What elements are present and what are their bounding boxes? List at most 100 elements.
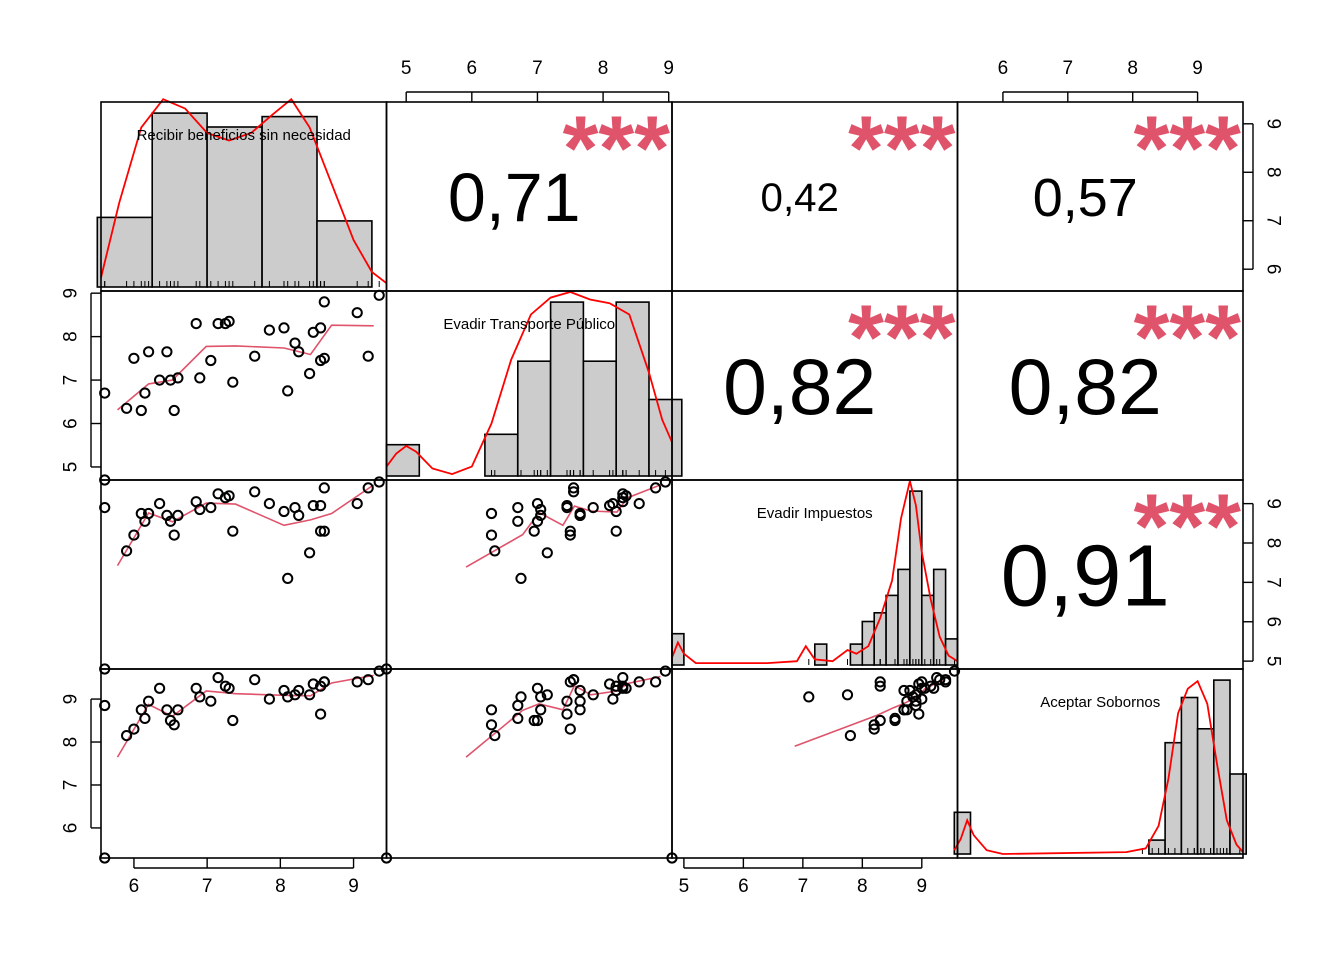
scatter-point — [315, 500, 327, 512]
scatter-point — [948, 665, 961, 677]
scatter-point — [373, 289, 385, 301]
scatter-point — [587, 502, 599, 514]
scatter-point — [528, 714, 540, 727]
scatter-point — [633, 676, 645, 688]
histogram-panel-1: Recibir beneficios sin necesidad — [96, 97, 388, 288]
correlation-panel-1-2: 0,71*** — [448, 98, 670, 236]
variable-label: Evadir Transporte Público — [443, 316, 615, 333]
significance-stars: *** — [848, 287, 956, 389]
y-axis-1-right: 6 7 8 9 — [1243, 119, 1284, 275]
scatter-point — [164, 374, 177, 386]
scatter-point — [568, 486, 580, 498]
smooth-line — [116, 324, 374, 411]
histogram-bar — [1164, 741, 1183, 855]
scatter-point — [803, 691, 815, 703]
scatter-point — [610, 684, 622, 697]
histogram-bar — [909, 490, 923, 666]
histogram-bar — [516, 360, 552, 477]
scatter-panel-4-3 — [666, 665, 961, 864]
y-tick-label: 8 — [1263, 167, 1284, 178]
scatter-point — [351, 498, 363, 510]
x-tick-label: 9 — [917, 876, 928, 897]
scatter-panel-3-2 — [380, 476, 672, 675]
scatter-point — [223, 315, 235, 327]
x-tick-label: 6 — [998, 58, 1009, 79]
correlation-value: 0,71 — [448, 160, 581, 236]
scatter-point — [172, 704, 184, 716]
correlation-value: 0,57 — [1033, 168, 1138, 228]
y-tick-label: 7 — [61, 780, 82, 791]
y-tick-label: 6 — [1263, 264, 1284, 275]
scatter-point — [541, 547, 553, 559]
scatter-point — [512, 515, 524, 527]
scatter-panel-2-1 — [99, 289, 385, 486]
scatter-point — [304, 547, 316, 559]
scatter-point — [604, 500, 616, 512]
histogram-bar — [1180, 696, 1199, 855]
scatter-point — [318, 525, 330, 537]
scatter-point — [293, 509, 305, 522]
scatter-point — [531, 498, 544, 510]
scatter-point — [99, 387, 111, 399]
scatter-point — [485, 529, 498, 541]
histogram-bar — [873, 611, 887, 666]
correlation-value: 0,82 — [1009, 343, 1162, 431]
y-tick-label: 9 — [1263, 498, 1284, 509]
scatter-point — [307, 500, 319, 512]
x-tick-label: 7 — [202, 876, 213, 897]
x-tick-label: 9 — [348, 876, 359, 897]
scatter-point — [205, 695, 217, 707]
scatter-point — [587, 689, 599, 701]
histogram-bar — [1196, 727, 1215, 855]
scatter-point — [315, 708, 327, 720]
scatter-point — [194, 691, 206, 703]
x-tick-label: 5 — [679, 876, 690, 897]
scatter-point — [564, 529, 576, 541]
significance-stars: *** — [1134, 98, 1242, 200]
scatter-point — [515, 572, 527, 585]
significance-stars: *** — [1134, 476, 1242, 578]
scatter-point — [249, 674, 261, 686]
scatter-point — [362, 674, 374, 686]
scatter-point — [373, 476, 385, 488]
scatter-point — [121, 402, 133, 414]
scatter-point — [898, 704, 910, 716]
scatter-point — [194, 372, 206, 384]
scatter-point — [574, 704, 586, 716]
scatter-point — [318, 352, 330, 364]
scatter-point — [913, 708, 925, 720]
scatter-panel-3-1 — [99, 476, 385, 675]
density-line — [953, 679, 1244, 855]
x-tick-label: 6 — [738, 876, 749, 897]
scatter-point — [844, 730, 857, 742]
x-tick-label: 9 — [663, 58, 674, 79]
panel-frame — [385, 479, 673, 670]
scatter-point — [194, 503, 206, 516]
variable-label: Aceptar Sobornos — [1040, 694, 1160, 711]
scatter-point — [610, 680, 622, 692]
scatter-point — [604, 678, 616, 690]
scatter-panel-4-1 — [99, 665, 385, 864]
histogram-bar — [582, 360, 618, 477]
scatter-point — [128, 352, 140, 364]
scatter-point — [362, 350, 374, 362]
scatter-panel-4-2 — [380, 665, 672, 864]
x-tick-label: 7 — [1063, 58, 1074, 79]
panel-frame — [100, 668, 388, 859]
histogram-bar — [615, 301, 650, 477]
y-axis-2-left: 5 6 7 8 9 — [61, 288, 101, 472]
correlation-value: 0,82 — [723, 343, 876, 431]
significance-stars: *** — [848, 98, 956, 200]
histogram-bar — [96, 216, 154, 288]
panel-frame — [956, 668, 1244, 859]
y-tick-label: 7 — [1263, 577, 1284, 588]
scatter-point — [351, 676, 363, 688]
histogram-panel-2: Evadir Transporte Público — [385, 291, 683, 477]
correlation-panel-2-3: 0,82*** — [723, 287, 956, 431]
y-tick-label: 5 — [1263, 656, 1284, 667]
scatter-point — [128, 723, 140, 735]
scatter-point — [139, 387, 151, 399]
y-tick-label: 7 — [61, 375, 82, 386]
scatter-point — [535, 704, 547, 716]
y-tick-label: 6 — [61, 418, 82, 429]
